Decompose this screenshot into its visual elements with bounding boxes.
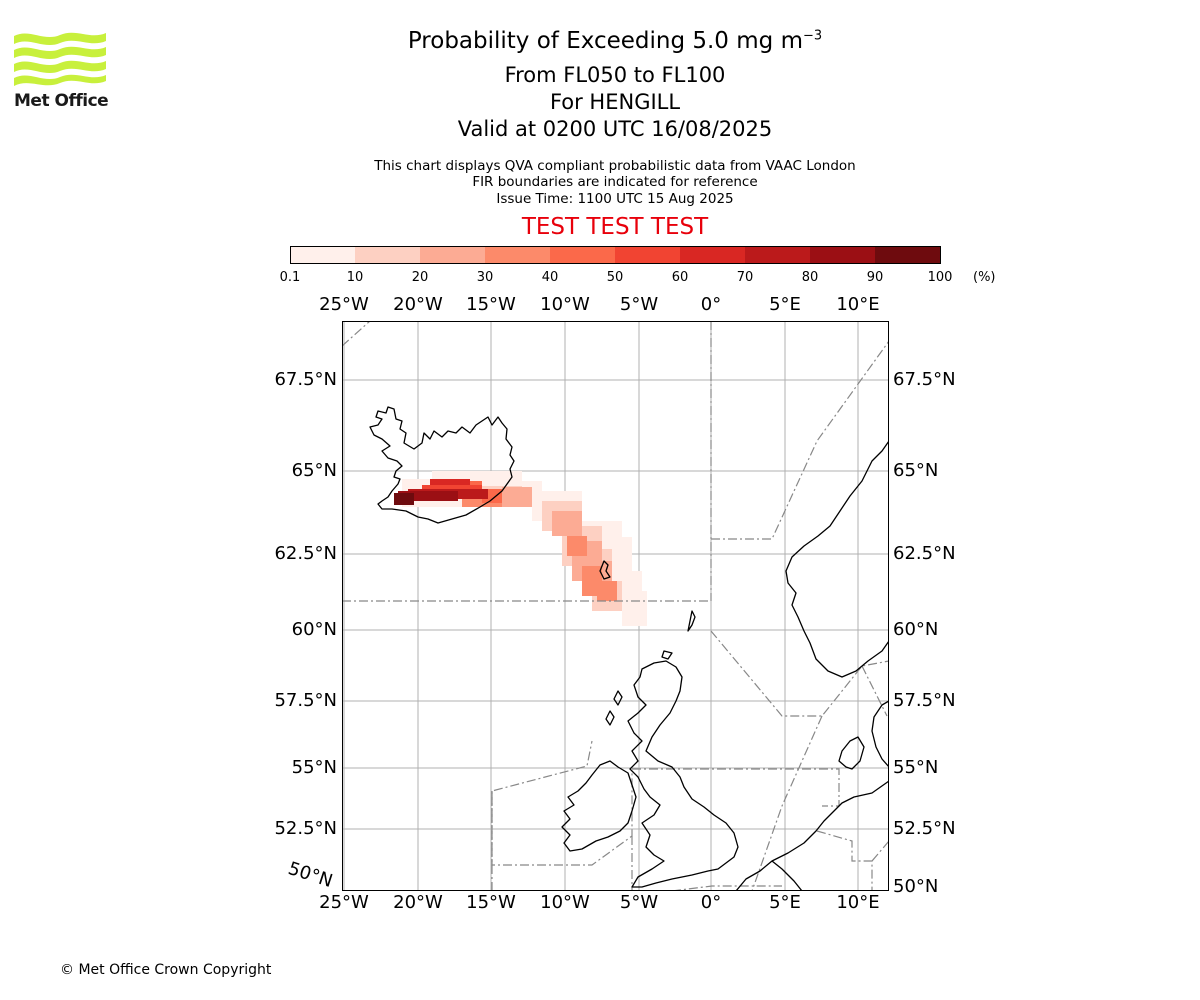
colorbar-tick-label: 90: [866, 270, 884, 285]
latitude-label: 57.5°N: [274, 690, 337, 711]
latitude-label: 60°N: [893, 619, 939, 640]
probability-colorbar: [290, 246, 941, 264]
met-office-logo-text: Met Office: [14, 91, 109, 111]
longitude-label: 5°E: [769, 294, 801, 315]
plume-cell: [394, 493, 414, 505]
plume-cell: [502, 487, 532, 507]
longitude-label: 10°E: [836, 892, 880, 913]
colorbar-tick-label: 20: [411, 270, 429, 285]
fir-boundaries: [342, 321, 889, 891]
colorbar-tick-label: 70: [736, 270, 754, 285]
copyright-notice: © Met Office Crown Copyright: [60, 962, 272, 978]
longitude-label: 0°: [700, 294, 722, 315]
latitude-label: 52.5°N: [893, 818, 956, 839]
colorbar-segment: [290, 246, 355, 264]
latitude-label: 67.5°N: [274, 369, 337, 390]
colorbar-segment: [745, 246, 810, 264]
map-panel: [342, 321, 889, 891]
latitude-label: 65°N: [291, 460, 337, 481]
plume-cell: [567, 536, 587, 556]
longitude-label: 0°: [700, 892, 722, 913]
met-office-logo: [14, 32, 106, 86]
colorbar-segment: [355, 246, 420, 264]
colorbar-segment: [615, 246, 680, 264]
ash-probability-plume: [394, 471, 647, 626]
corner-latitude-label: 50°N: [285, 858, 336, 892]
latitude-label: 67.5°N: [893, 369, 956, 390]
colorbar-tick-label: 0.1: [279, 270, 301, 285]
test-banner: TEST TEST TEST: [521, 214, 709, 240]
latitude-label: 57.5°N: [893, 690, 956, 711]
latitude-label: 62.5°N: [893, 543, 956, 564]
longitude-label: 5°E: [769, 892, 801, 913]
colorbar-segment: [875, 246, 940, 264]
longitude-label: 5°W: [619, 294, 659, 315]
colorbar-tick-label: 40: [541, 270, 559, 285]
longitude-label: 20°W: [393, 892, 443, 913]
plume-cell: [597, 581, 617, 601]
coastlines: [369, 406, 889, 891]
longitude-label: 15°W: [466, 294, 516, 315]
flight-level-range: From FL050 to FL100: [504, 63, 726, 87]
latitude-label: 55°N: [893, 757, 939, 778]
plume-cell: [398, 491, 458, 501]
longitude-label: 10°E: [836, 294, 880, 315]
map-frame: [342, 321, 889, 891]
longitude-label: 10°W: [540, 892, 590, 913]
longitude-label: 5°W: [619, 892, 659, 913]
valid-time: Valid at 0200 UTC 16/08/2025: [457, 117, 773, 141]
longitude-label: 15°W: [466, 892, 516, 913]
latitude-label: 52.5°N: [274, 818, 337, 839]
latitude-label: 55°N: [291, 757, 337, 778]
colorbar-segment: [680, 246, 745, 264]
subtitle-compliance: This chart displays QVA compliant probab…: [374, 158, 856, 174]
colorbar-segment: [485, 246, 550, 264]
colorbar-tick-label: 10: [346, 270, 364, 285]
latitude-label: 62.5°N: [274, 543, 337, 564]
subtitle-issue-time: Issue Time: 1100 UTC 15 Aug 2025: [496, 191, 734, 207]
latitude-label: 60°N: [291, 619, 337, 640]
longitude-label: 10°W: [540, 294, 590, 315]
volcano-name: For HENGILL: [549, 90, 681, 114]
colorbar-segment: [810, 246, 875, 264]
colorbar-tick-label: 50: [606, 270, 624, 285]
colorbar-tick-label: 80: [801, 270, 819, 285]
colorbar-segment: [550, 246, 615, 264]
longitude-label: 25°W: [319, 892, 369, 913]
colorbar-tick-label: 100: [927, 270, 953, 285]
colorbar-segment: [420, 246, 485, 264]
colorbar-tick-label: 30: [476, 270, 494, 285]
latitude-label: 65°N: [893, 460, 939, 481]
plume-cell: [622, 591, 647, 626]
chart-title: Probability of Exceeding 5.0 mg m−3: [407, 28, 823, 54]
longitude-label: 25°W: [319, 294, 369, 315]
latitude-label: 50°N: [893, 876, 939, 897]
plume-cell: [430, 479, 470, 485]
plume-cell: [552, 511, 582, 536]
longitude-label: 20°W: [393, 294, 443, 315]
subtitle-fir-note: FIR boundaries are indicated for referen…: [472, 174, 758, 190]
colorbar-tick-label: 60: [671, 270, 689, 285]
colorbar-unit: (%): [973, 270, 996, 285]
